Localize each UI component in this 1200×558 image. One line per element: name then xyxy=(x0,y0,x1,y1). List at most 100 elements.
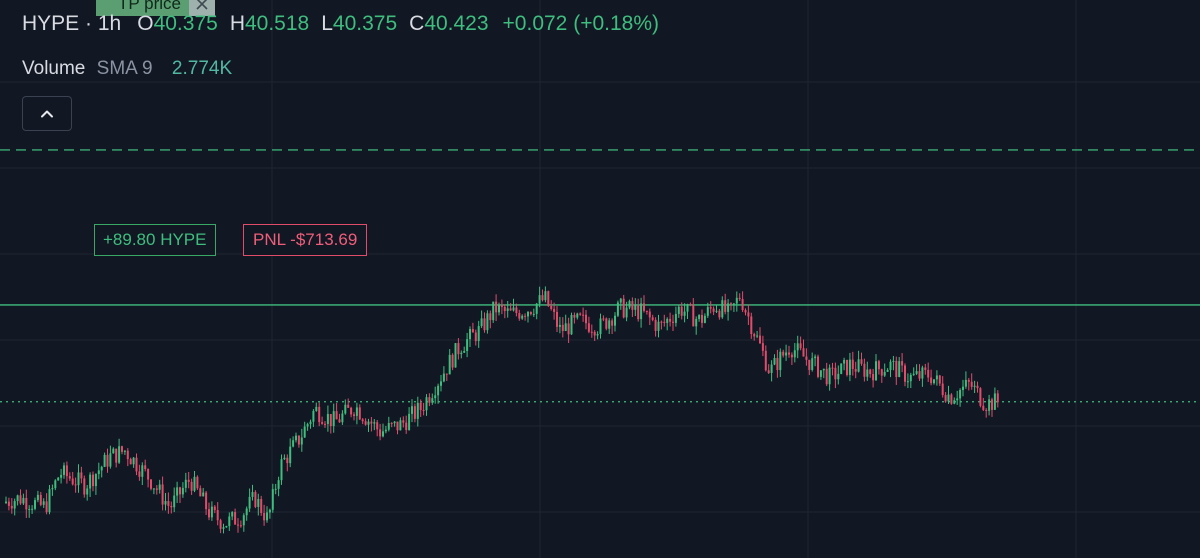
candle xyxy=(329,414,332,434)
position-size-label[interactable]: +89.80 HYPE xyxy=(94,224,216,256)
candle xyxy=(176,481,179,503)
candle xyxy=(184,472,187,493)
candle xyxy=(147,468,150,488)
candle xyxy=(451,353,454,371)
candle xyxy=(463,346,466,354)
candle xyxy=(587,316,590,334)
candle xyxy=(109,445,112,469)
candle xyxy=(651,314,654,322)
symbol-interval[interactable]: HYPE · 1h xyxy=(22,12,121,36)
candle xyxy=(744,308,747,316)
candle xyxy=(477,320,480,348)
candle xyxy=(266,506,268,523)
candle xyxy=(483,312,486,333)
volume-legend[interactable]: Volume SMA 9 2.774K xyxy=(22,58,232,80)
candle xyxy=(312,409,315,427)
candle xyxy=(408,407,411,431)
candle xyxy=(840,363,843,375)
candle xyxy=(303,421,306,438)
open-value: 40.375 xyxy=(153,12,218,35)
candle xyxy=(36,490,39,503)
candle xyxy=(326,405,329,432)
candle xyxy=(74,477,77,493)
candle xyxy=(126,448,129,467)
candle xyxy=(793,343,796,363)
candle xyxy=(254,490,257,509)
candle xyxy=(219,518,222,534)
candle xyxy=(31,505,34,514)
candle xyxy=(86,485,89,501)
candle xyxy=(732,302,735,312)
candle xyxy=(210,501,213,521)
candle xyxy=(738,293,741,302)
candle xyxy=(170,501,173,514)
candle xyxy=(25,489,28,518)
candle xyxy=(851,351,854,376)
candle xyxy=(422,402,425,416)
candle xyxy=(434,386,437,404)
candle xyxy=(489,310,492,329)
candle xyxy=(141,462,144,486)
candle xyxy=(790,352,793,365)
candle xyxy=(353,412,355,421)
candle xyxy=(309,419,312,429)
position-pnl-label[interactable]: PNL -$713.69 xyxy=(243,224,368,256)
collapse-legend-button[interactable] xyxy=(22,96,72,131)
candle xyxy=(576,312,579,320)
candle xyxy=(991,397,993,417)
tp-price-tag[interactable]: TP price xyxy=(96,0,215,16)
candle xyxy=(941,376,944,398)
candle xyxy=(80,466,83,484)
candle xyxy=(474,329,477,346)
candle xyxy=(321,416,324,425)
candle xyxy=(605,317,608,331)
candle xyxy=(779,348,782,378)
candle xyxy=(413,403,416,423)
candle xyxy=(65,461,68,484)
close-key: C xyxy=(409,12,425,35)
candle xyxy=(181,482,184,498)
candle xyxy=(179,486,181,503)
candle xyxy=(863,358,866,382)
candle xyxy=(431,393,434,405)
candle xyxy=(898,357,901,378)
candle xyxy=(712,306,715,316)
candle xyxy=(750,312,753,339)
candle xyxy=(274,483,277,495)
candle xyxy=(225,525,228,528)
candle xyxy=(83,475,86,498)
candle xyxy=(703,313,706,324)
candle xyxy=(564,314,567,332)
candle xyxy=(967,377,970,391)
candle xyxy=(248,488,251,512)
candle xyxy=(306,422,309,431)
candle xyxy=(57,476,60,481)
candle xyxy=(503,304,506,319)
candle xyxy=(89,472,92,497)
close-icon[interactable] xyxy=(189,0,215,16)
candle xyxy=(695,316,698,335)
candle xyxy=(799,336,802,351)
candle xyxy=(399,417,402,431)
candle xyxy=(634,298,637,316)
candle xyxy=(39,491,42,507)
candle xyxy=(94,473,97,495)
candle xyxy=(625,301,628,322)
candle xyxy=(428,393,431,407)
candle xyxy=(970,373,973,390)
candle xyxy=(492,301,495,323)
candle xyxy=(660,320,663,330)
candle xyxy=(295,432,297,443)
candle xyxy=(889,359,892,378)
candle xyxy=(442,366,445,383)
candle xyxy=(208,502,210,521)
candle xyxy=(292,436,295,448)
candle xyxy=(121,445,123,455)
candle xyxy=(158,479,161,494)
candle xyxy=(701,309,703,328)
candle xyxy=(654,317,657,337)
candle xyxy=(912,367,915,376)
